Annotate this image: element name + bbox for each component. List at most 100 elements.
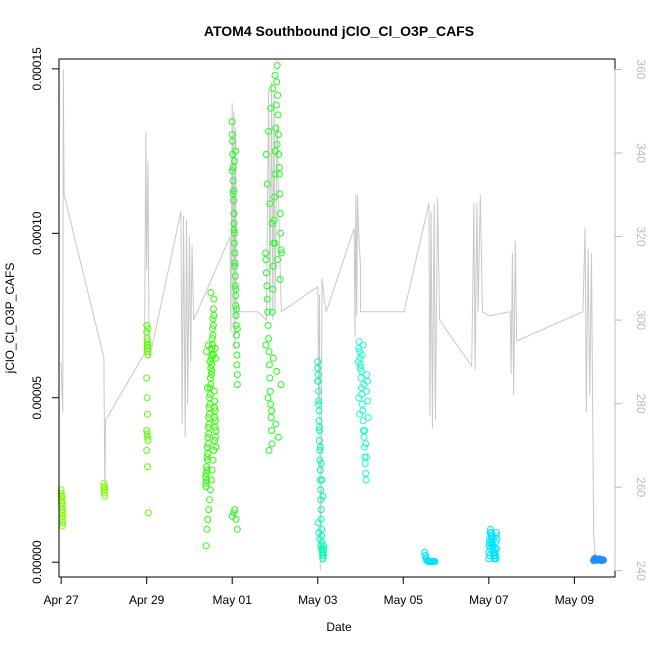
data-point [316,446,324,454]
data-point [144,351,152,359]
data-point [207,476,215,484]
data-point [229,177,237,185]
data-point [264,394,272,402]
data-point [144,509,152,517]
data-point [204,440,212,448]
data-point [202,469,210,477]
data-point [233,341,240,349]
data-point [203,384,211,392]
data-point [273,367,281,375]
data-point [206,384,214,392]
data-point [262,256,270,264]
data-point [232,147,240,155]
data-point [489,545,497,553]
y-tick-label: 0.00010 [30,211,44,255]
data-point [275,170,283,178]
data-point [210,387,218,395]
y-tick-label: 0.00005 [30,376,44,420]
data-point [59,519,67,527]
data-point [230,239,238,247]
data-point [231,259,239,267]
data-point [233,331,240,339]
data-point [208,367,216,375]
y2-tick-label: 240 [634,561,648,581]
data-point [318,476,326,484]
data-point [356,410,364,418]
y2-tick-label: 360 [634,59,648,79]
data-point [230,157,238,165]
x-tick-label: May 01 [213,593,253,607]
data-point [357,374,365,382]
data-point [267,414,275,421]
data-point [209,456,217,464]
data-point [363,377,371,385]
data-point [144,348,151,356]
data-point [233,325,241,333]
data-point [101,492,109,500]
data-point [229,137,237,145]
data-point [269,285,277,293]
data-point [492,532,500,540]
data-point [317,506,325,514]
data-point [360,433,368,441]
data-point [360,443,368,451]
data-point [144,433,151,441]
data-point [207,364,215,372]
data-point [208,466,216,474]
data-point [205,506,213,514]
data-point [143,374,151,382]
data-point [315,397,323,405]
data-point [228,131,236,139]
data-point [59,512,67,520]
background-line-path [60,69,597,571]
data-point [315,400,323,408]
data-point [276,210,284,218]
data-point [319,548,326,556]
data-point [100,489,108,497]
data-point [143,321,151,329]
data-point [318,545,326,553]
data-point [143,344,151,352]
data-point [359,341,367,349]
data-point [269,354,277,362]
data-point [265,348,273,356]
y2-tick-label: 320 [634,227,648,247]
data-point [273,78,281,86]
data-point [203,348,211,356]
data-point [265,127,273,135]
x-axis: Apr 27 Apr 29 May 01 May 03 May 05 May 07 May … [43,576,594,607]
data-point [144,410,151,418]
data-point [487,539,495,546]
data-point [203,525,211,533]
data-point [211,437,219,444]
data-point [232,515,240,523]
data-point [206,410,213,418]
y-tick-label: 0.00015 [30,47,44,91]
data-point [265,361,273,369]
data-point [206,400,214,408]
data-point [268,219,276,227]
data-point [211,423,219,431]
data-point [271,239,279,247]
data-point [267,104,275,112]
data-point [143,446,151,454]
data-point [230,210,238,218]
data-point [272,124,280,132]
data-point [57,489,65,497]
x-axis-label: Date [326,620,352,634]
data-point [363,371,371,379]
x-tick-label: Apr 29 [129,593,165,607]
data-point [314,519,322,527]
data-point [101,483,109,491]
data-point [204,423,212,431]
data-point [233,351,241,359]
data-point [206,486,214,494]
data-point [203,443,211,451]
data-point [263,282,271,290]
data-point [317,460,325,467]
data-point [232,292,240,300]
data-point [493,535,501,543]
data-point [231,249,239,257]
data-point [144,341,152,349]
